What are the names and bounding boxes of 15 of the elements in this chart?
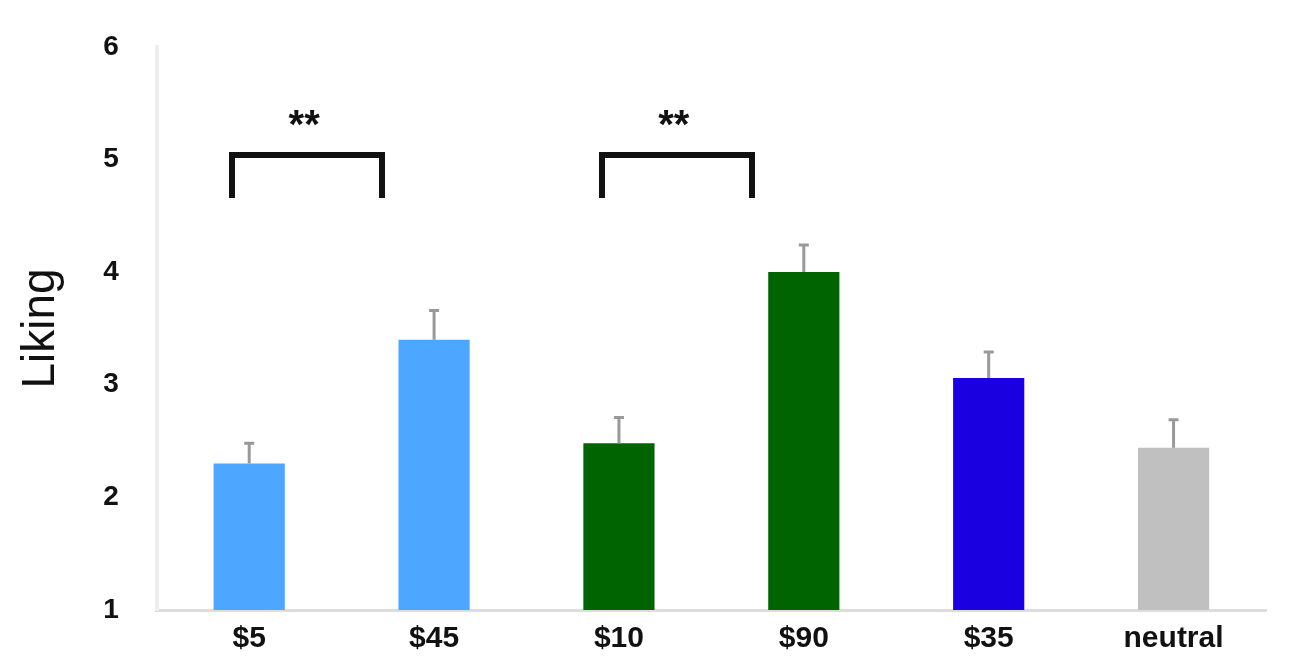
y-tick-label: 5 <box>103 142 119 174</box>
x-tick-label: neutral <box>1123 620 1224 654</box>
annotation: ** <box>657 101 691 146</box>
y-tick-label: 4 <box>103 254 120 286</box>
x-tick-label: $10 <box>593 620 644 654</box>
y-tick-label: 3 <box>103 367 119 399</box>
y-tick-label: 6 <box>103 29 119 61</box>
y-tick-label: 1 <box>103 592 119 624</box>
x-tick-label: $45 <box>409 620 460 654</box>
y-axis-title: Liking <box>12 268 65 389</box>
annotation: ** <box>287 101 321 146</box>
x-tick-label: $90 <box>778 620 829 654</box>
y-tick-label: 2 <box>103 480 119 512</box>
x-tick-label: $35 <box>963 620 1014 654</box>
x-tick-label: $5 <box>232 620 266 654</box>
